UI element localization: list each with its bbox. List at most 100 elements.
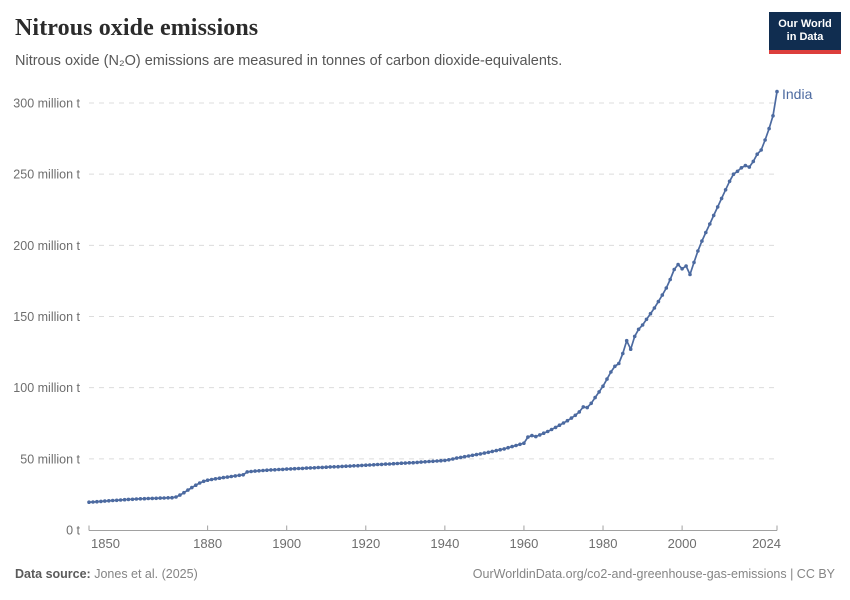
data-point-1884[interactable]: [221, 475, 226, 480]
data-point-1868[interactable]: [158, 496, 162, 500]
data-point-1932[interactable]: [411, 460, 416, 465]
data-point-1892[interactable]: [253, 469, 257, 473]
data-point-1938[interactable]: [435, 459, 439, 463]
data-point-1939[interactable]: [439, 458, 443, 463]
owid-url-license[interactable]: OurWorldinData.org/co2-and-greenhouse-ga…: [472, 567, 835, 581]
data-point-1928[interactable]: [395, 461, 400, 466]
data-point-2005[interactable]: [700, 239, 704, 243]
data-point-1987[interactable]: [628, 347, 633, 352]
data-point-2012[interactable]: [727, 179, 732, 184]
data-point-1951[interactable]: [486, 450, 491, 455]
data-point-1963[interactable]: [534, 434, 538, 439]
data-point-1901[interactable]: [288, 467, 293, 471]
data-point-1923[interactable]: [375, 462, 380, 467]
data-point-2003[interactable]: [692, 260, 696, 265]
data-point-1906[interactable]: [308, 466, 313, 470]
data-point-1857[interactable]: [114, 498, 119, 503]
data-point-1966[interactable]: [545, 429, 550, 434]
data-point-2009[interactable]: [715, 205, 720, 209]
data-point-1886[interactable]: [229, 474, 234, 479]
data-point-1926[interactable]: [387, 462, 392, 466]
data-point-1870[interactable]: [166, 496, 170, 500]
data-point-1894[interactable]: [261, 468, 265, 473]
data-point-1968[interactable]: [553, 425, 558, 430]
data-point-1957[interactable]: [510, 444, 514, 449]
data-point-1898[interactable]: [277, 467, 281, 472]
data-point-1881[interactable]: [209, 477, 214, 482]
data-point-1874[interactable]: [182, 490, 186, 495]
data-point-1972[interactable]: [569, 416, 574, 420]
data-point-1915[interactable]: [344, 464, 348, 469]
data-point-1934[interactable]: [419, 460, 423, 464]
data-point-1921[interactable]: [367, 463, 372, 467]
data-point-1853[interactable]: [99, 499, 103, 504]
data-point-1893[interactable]: [257, 469, 261, 473]
data-point-1976[interactable]: [585, 405, 589, 410]
data-point-1971[interactable]: [565, 418, 570, 423]
series-line-india[interactable]: [88, 90, 778, 504]
data-point-2008[interactable]: [711, 213, 716, 218]
data-point-1995[interactable]: [660, 293, 665, 297]
series-entity-label[interactable]: India: [782, 86, 813, 102]
data-point-2011[interactable]: [723, 188, 728, 192]
data-point-1930[interactable]: [403, 461, 408, 465]
data-point-1996[interactable]: [664, 286, 669, 290]
data-point-2007[interactable]: [708, 222, 712, 226]
data-point-1875[interactable]: [186, 488, 190, 492]
data-point-1935[interactable]: [423, 460, 427, 464]
data-point-1866[interactable]: [150, 496, 155, 501]
data-point-1973[interactable]: [573, 413, 578, 418]
data-point-1967[interactable]: [549, 427, 554, 432]
data-point-1873[interactable]: [178, 493, 182, 497]
data-point-2000[interactable]: [680, 267, 684, 271]
data-point-2016[interactable]: [743, 163, 748, 168]
data-point-1895[interactable]: [265, 468, 269, 473]
data-point-1978[interactable]: [593, 395, 597, 400]
data-point-1945[interactable]: [462, 454, 467, 459]
data-point-1990[interactable]: [640, 323, 645, 327]
data-point-2018[interactable]: [751, 159, 756, 164]
data-point-1947[interactable]: [470, 453, 475, 458]
data-point-2021[interactable]: [763, 138, 767, 142]
data-point-2002[interactable]: [688, 272, 692, 277]
data-point-1946[interactable]: [466, 454, 471, 458]
data-point-1880[interactable]: [205, 478, 210, 483]
data-point-1956[interactable]: [506, 445, 510, 450]
data-point-1903[interactable]: [296, 466, 301, 471]
data-point-1856[interactable]: [110, 498, 115, 503]
data-point-1896[interactable]: [269, 468, 273, 472]
data-point-1927[interactable]: [391, 461, 396, 466]
data-point-1888[interactable]: [237, 473, 242, 478]
data-point-1979[interactable]: [597, 390, 601, 394]
data-point-2015[interactable]: [739, 166, 744, 170]
data-point-1889[interactable]: [241, 473, 245, 477]
data-point-1908[interactable]: [316, 465, 321, 470]
data-point-1902[interactable]: [292, 466, 297, 471]
data-point-1858[interactable]: [118, 498, 123, 502]
data-point-1855[interactable]: [107, 499, 111, 503]
data-point-1950[interactable]: [482, 451, 487, 455]
data-point-1969[interactable]: [557, 423, 562, 428]
data-point-1974[interactable]: [577, 410, 582, 414]
data-point-1900[interactable]: [284, 467, 289, 471]
data-point-1854[interactable]: [103, 499, 107, 503]
data-point-1980[interactable]: [601, 384, 605, 389]
data-point-1937[interactable]: [431, 459, 435, 464]
data-point-1862[interactable]: [134, 497, 139, 501]
data-point-1948[interactable]: [474, 452, 479, 457]
data-point-1943[interactable]: [454, 456, 459, 460]
data-point-1852[interactable]: [95, 499, 99, 504]
data-point-1931[interactable]: [407, 461, 412, 465]
data-point-1920[interactable]: [364, 463, 368, 468]
data-point-1890[interactable]: [245, 470, 249, 474]
data-point-1861[interactable]: [130, 497, 135, 502]
data-point-2020[interactable]: [759, 148, 763, 152]
data-point-1970[interactable]: [561, 421, 566, 425]
data-point-1984[interactable]: [617, 361, 621, 366]
data-point-1876[interactable]: [190, 485, 194, 490]
data-point-1949[interactable]: [478, 452, 483, 456]
data-point-1882[interactable]: [213, 477, 218, 481]
data-point-1864[interactable]: [142, 496, 147, 501]
data-point-1989[interactable]: [636, 327, 641, 332]
